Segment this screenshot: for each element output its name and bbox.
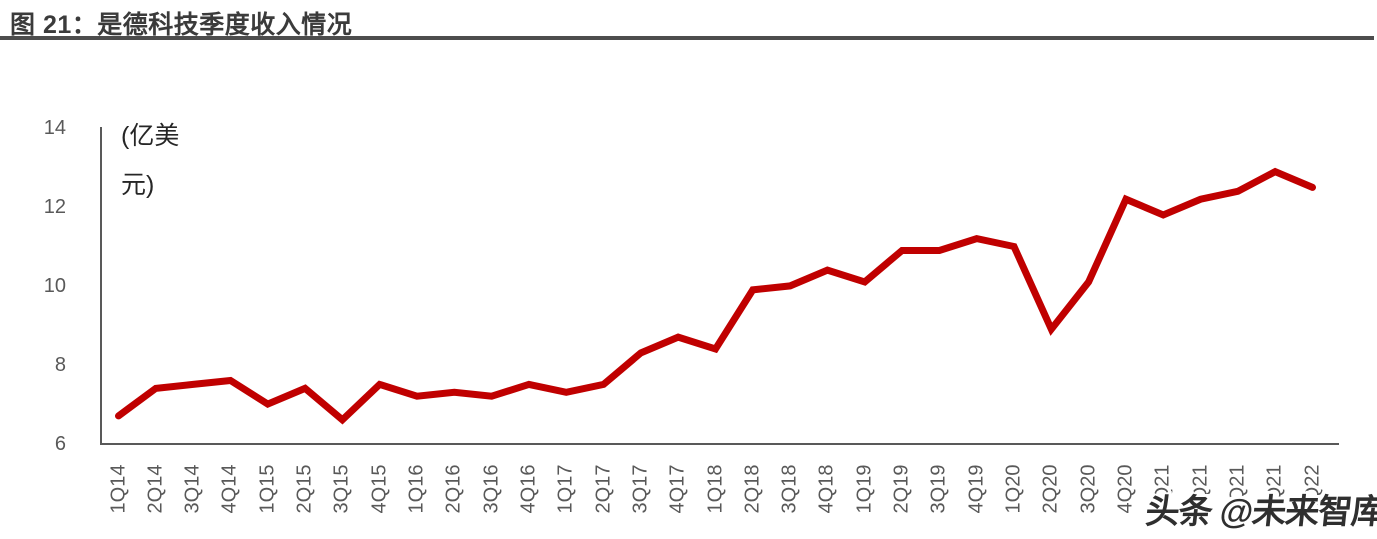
y-axis-tick-label: 6 xyxy=(54,432,66,455)
watermark: 头条 @未来智库 xyxy=(1143,493,1377,531)
x-axis-label: 4Q15 xyxy=(368,464,391,514)
x-axis-label: 3Q14 xyxy=(181,464,204,514)
x-axis-label: 2Q19 xyxy=(890,464,913,514)
x-axis-label: 1Q16 xyxy=(405,464,428,514)
x-axis-label: 1Q15 xyxy=(256,464,279,514)
figure-title: 图 21：是德科技季度收入情况 xyxy=(10,11,353,39)
x-axis-label: 3Q15 xyxy=(330,464,353,514)
y-axis-unit-label: (亿美 元) xyxy=(121,112,179,210)
unit-label-line1: (亿美 xyxy=(121,122,180,150)
y-axis-tick-label: 8 xyxy=(54,353,66,376)
x-axis-label: 1Q19 xyxy=(853,464,876,514)
x-axis-label: 1Q14 xyxy=(107,464,129,514)
axis-lines xyxy=(100,127,1339,445)
x-axis-label: 2Q17 xyxy=(592,464,615,514)
x-axis-label: 4Q14 xyxy=(218,464,241,514)
x-axis-label: 4Q18 xyxy=(815,464,838,514)
y-axis-tick-label: 10 xyxy=(43,274,66,297)
x-axis-label: 1Q18 xyxy=(704,464,726,514)
x-axis-label: 4Q20 xyxy=(1114,464,1137,514)
x-axis-label: 3Q16 xyxy=(480,464,503,514)
x-axis-label: 3Q19 xyxy=(927,464,950,514)
x-axis-label: 2Q15 xyxy=(293,464,316,514)
revenue-line-series xyxy=(115,167,1316,425)
x-axis-label: 3Q18 xyxy=(778,464,801,514)
title-divider xyxy=(0,36,1374,40)
x-axis-label: 4Q17 xyxy=(666,464,689,514)
x-axis-label: 3Q17 xyxy=(629,464,652,514)
x-axis-label: 4Q16 xyxy=(517,464,540,514)
x-axis-label: 1Q17 xyxy=(554,464,577,514)
unit-label-line2: 元) xyxy=(121,171,155,199)
x-axis-label: 2Q16 xyxy=(442,464,465,514)
x-axis-label: 3Q20 xyxy=(1077,464,1100,514)
y-axis-tick-label: 12 xyxy=(43,196,66,219)
y-axis-tick-label: 14 xyxy=(43,117,66,140)
x-axis-label: 2Q14 xyxy=(144,464,167,514)
x-axis-label: 4Q19 xyxy=(965,464,988,514)
x-axis-label: 2Q20 xyxy=(1039,464,1062,514)
x-axis-label: 2Q18 xyxy=(741,464,764,514)
x-axis-label: 1Q20 xyxy=(1002,464,1025,514)
